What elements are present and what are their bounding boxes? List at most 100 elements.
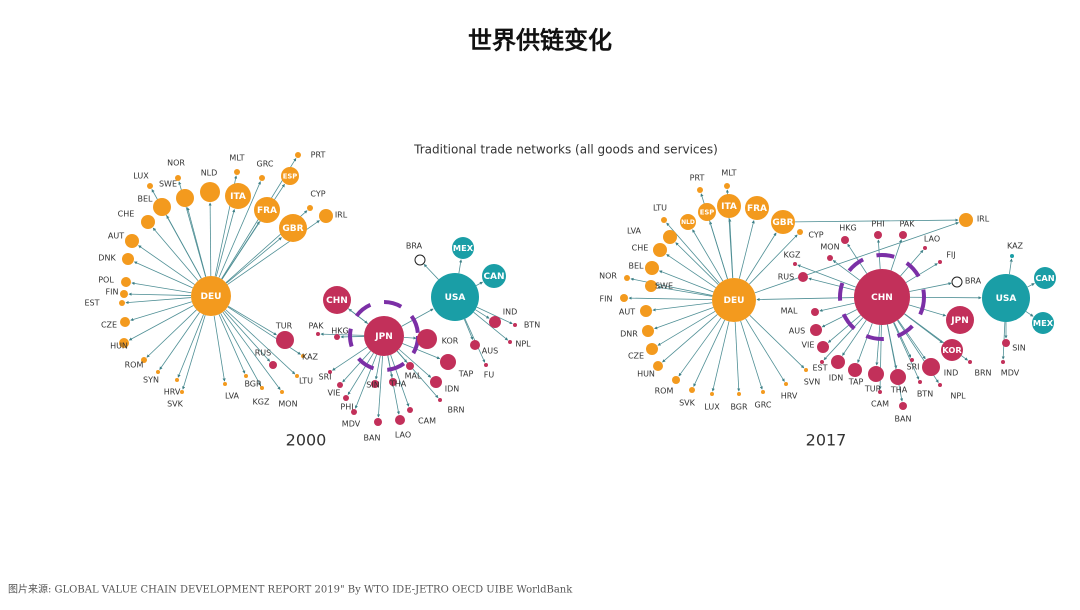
edge xyxy=(905,263,938,283)
highlight-ring xyxy=(838,253,926,341)
edge xyxy=(130,301,192,322)
node xyxy=(489,316,501,328)
edge xyxy=(886,324,904,402)
node xyxy=(717,194,741,218)
edge xyxy=(900,249,924,277)
edge xyxy=(658,270,714,293)
node xyxy=(745,196,769,220)
node-label: LVA xyxy=(225,392,240,401)
node xyxy=(959,213,973,227)
node xyxy=(1034,267,1056,289)
network-2000: DEU JPN USA CHN ITA FRA ESP GBR PRT GRC MLT CYP IRL N… xyxy=(84,151,540,443)
node-label: JPN xyxy=(950,316,968,326)
node xyxy=(234,169,240,175)
edge xyxy=(218,314,246,374)
node-label: SVN xyxy=(804,378,821,387)
edge xyxy=(402,343,441,360)
edge xyxy=(177,314,204,378)
node-label: ROM xyxy=(655,387,674,396)
node xyxy=(938,383,942,387)
node-label: LAO xyxy=(924,235,940,244)
node-label: PRT xyxy=(690,174,705,183)
edge xyxy=(152,227,199,282)
node xyxy=(254,197,280,223)
node xyxy=(653,243,667,257)
node xyxy=(395,415,405,425)
node-label: AUT xyxy=(108,232,124,241)
node xyxy=(831,355,845,369)
node xyxy=(364,316,404,356)
edge xyxy=(458,259,463,274)
node-label: MAL xyxy=(405,372,422,381)
node-label: GBR xyxy=(282,224,303,234)
node xyxy=(771,210,795,234)
subtitle: Traditional trade networks (all goods an… xyxy=(413,143,718,157)
edge xyxy=(740,320,763,390)
node-label: BRA xyxy=(406,242,423,251)
node-label: SRI xyxy=(319,373,332,382)
edge xyxy=(347,352,374,396)
edge xyxy=(342,350,371,383)
node-label: ESP xyxy=(700,209,714,217)
node xyxy=(642,325,654,337)
node-label: KAZ xyxy=(302,353,319,362)
node xyxy=(798,272,808,282)
node xyxy=(737,392,741,396)
node-label: CAM xyxy=(871,400,889,409)
node xyxy=(430,376,442,388)
node-label: TAP xyxy=(458,370,474,379)
node xyxy=(191,276,231,316)
edge xyxy=(475,309,490,319)
node xyxy=(922,358,940,376)
year-label: 2000 xyxy=(286,431,327,450)
node xyxy=(141,215,155,229)
node xyxy=(225,183,251,209)
node xyxy=(941,339,963,361)
node xyxy=(431,273,479,321)
node-label: NPL xyxy=(515,340,531,349)
node-label: TUR xyxy=(275,322,293,331)
node-label: SIN xyxy=(366,381,379,390)
node-label: LTU xyxy=(299,377,313,386)
node xyxy=(645,280,657,292)
node xyxy=(125,234,139,248)
node xyxy=(323,286,351,314)
node xyxy=(712,278,756,322)
edge xyxy=(738,220,755,279)
node-label: HKG xyxy=(331,327,348,336)
node-label: CHE xyxy=(632,244,649,253)
node xyxy=(827,255,833,261)
node-label: LTU xyxy=(653,204,667,213)
edge xyxy=(847,243,868,274)
node xyxy=(868,366,884,382)
edge xyxy=(1027,283,1035,288)
node-label: MDV xyxy=(342,420,361,429)
node xyxy=(260,386,264,390)
node xyxy=(653,361,663,371)
edge xyxy=(463,318,474,340)
node-label: BTN xyxy=(917,390,933,399)
node xyxy=(176,189,194,207)
node xyxy=(147,183,153,189)
edge xyxy=(473,311,509,341)
node xyxy=(281,167,299,185)
edge xyxy=(390,354,410,407)
edge xyxy=(354,354,378,409)
node-label: MON xyxy=(278,400,297,409)
edge xyxy=(182,315,206,390)
edge xyxy=(215,209,236,277)
node-label: BRN xyxy=(447,406,464,415)
edge xyxy=(128,292,192,296)
edge xyxy=(138,245,195,285)
node xyxy=(797,229,803,235)
node-label: SIN xyxy=(1012,344,1025,353)
node xyxy=(710,392,714,396)
edge xyxy=(476,306,513,325)
node xyxy=(482,264,506,288)
edge xyxy=(1025,311,1034,317)
edge xyxy=(374,355,381,380)
node-label: NOR xyxy=(599,272,617,281)
node-label: ESP xyxy=(283,173,297,181)
node xyxy=(620,294,628,302)
edge xyxy=(675,242,719,285)
